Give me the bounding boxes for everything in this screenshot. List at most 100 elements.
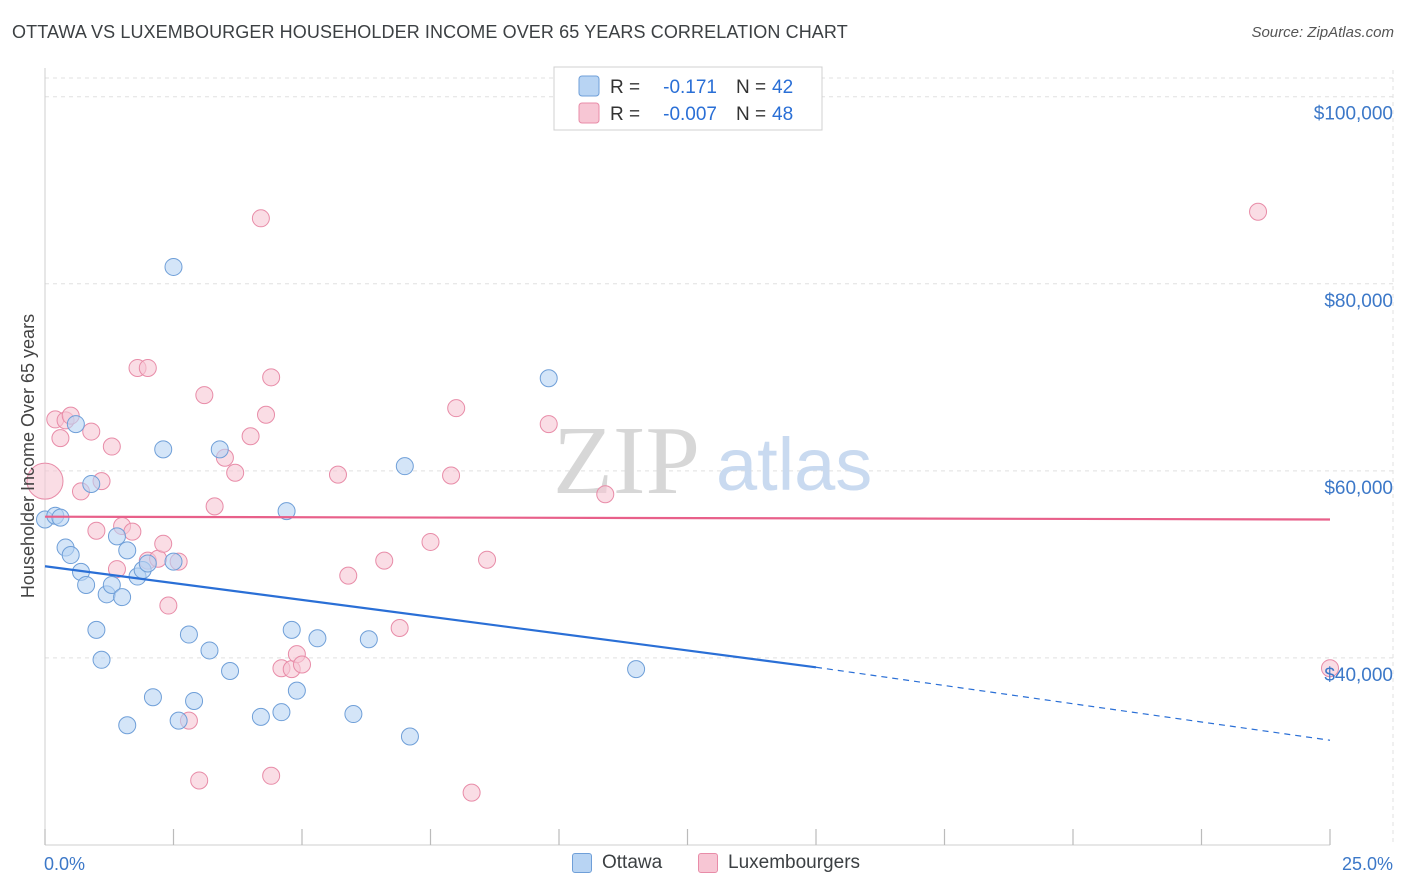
luxembourgers-point (262, 368, 281, 387)
ottawa-point (282, 620, 301, 639)
y-tick-label: $80,000 (1324, 291, 1393, 312)
ottawa-point (200, 641, 219, 660)
luxembourgers-point (205, 497, 224, 516)
luxembourgers-trend-line (44, 515, 1331, 521)
luxembourgers-point (251, 209, 270, 228)
ottawa-point (395, 457, 414, 476)
legend-r-label: R = (610, 77, 640, 98)
ottawa-trend-extension (815, 666, 1331, 741)
ottawa-point (169, 711, 188, 730)
ottawa-point (102, 575, 121, 594)
luxembourgers-point (596, 485, 615, 504)
ottawa-point (277, 502, 296, 521)
luxembourgers-point (1249, 202, 1268, 221)
ottawa-point (251, 707, 270, 726)
luxembourgers-point (462, 783, 481, 802)
ottawa-point (359, 630, 378, 649)
legend-n-label: N = (736, 77, 766, 98)
y-tick-label: $40,000 (1324, 665, 1393, 686)
ottawa-point (308, 629, 327, 648)
luxembourgers-point (447, 399, 466, 418)
legend-n-value: 48 (772, 104, 793, 125)
ottawa-point (77, 575, 96, 594)
ottawa-point (87, 620, 106, 639)
trend-lines (44, 515, 1331, 741)
luxembourgers-point (390, 618, 409, 637)
luxembourgers-point (107, 560, 126, 579)
axes (44, 68, 1331, 846)
luxembourgers-point (262, 766, 281, 785)
ottawa-point (210, 440, 229, 459)
y-tick-label: $60,000 (1324, 478, 1393, 499)
ottawa-point (287, 681, 306, 700)
ottawa-point (185, 691, 204, 710)
source-label: Source: ZipAtlas.com (1251, 24, 1394, 41)
ottawa-point (92, 650, 111, 669)
ottawa-point (66, 415, 85, 434)
bottom-legend: Ottawa Luxembourgers (0, 852, 1406, 878)
ottawa-point (154, 440, 173, 459)
x-tick-labels: 0.0% 25.0% (44, 854, 1393, 874)
ottawa-point (138, 554, 157, 573)
luxembourgers-point (154, 534, 173, 553)
legend-item-luxembourgers[interactable]: Luxembourgers (698, 852, 860, 874)
stats-legend: R = -0.171 N = 42 R = -0.007 N = 48 (553, 66, 823, 131)
legend-label-luxembourgers: Luxembourgers (728, 852, 861, 873)
y-tick-labels: $40,000 $60,000 $80,000 $100,000 (1314, 104, 1393, 686)
legend-n-label: N = (736, 104, 766, 125)
legend-r-value: -0.171 (663, 77, 717, 98)
luxembourgers-point (82, 422, 101, 441)
luxembourgers-point (102, 437, 121, 456)
ottawa-trend-line (44, 565, 817, 669)
luxembourgers-point (241, 427, 260, 446)
luxembourgers-point (442, 466, 461, 485)
luxembourgers-point (339, 566, 358, 585)
luxembourgers-point (190, 771, 209, 790)
luxembourgers-point (328, 465, 347, 484)
luxembourgers-point (138, 358, 157, 377)
ottawa-point (400, 727, 419, 746)
ottawa-swatch (572, 853, 592, 873)
luxembourgers-point (375, 551, 394, 570)
legend-label-ottawa: Ottawa (602, 852, 663, 873)
ottawa-point (179, 625, 198, 644)
luxembourgers-point (159, 596, 178, 615)
ottawa-point (113, 588, 132, 607)
ottawa-point (82, 474, 101, 493)
legend-r-value: -0.007 (663, 104, 717, 125)
ottawa-point (107, 527, 126, 546)
y-axis-label: Householder Income Over 65 years (18, 314, 38, 598)
luxembourgers-point (226, 463, 245, 482)
ottawa-point (61, 546, 80, 565)
chart-title: OTTAWA VS LUXEMBOURGER HOUSEHOLDER INCOM… (12, 22, 848, 42)
ottawa-point (164, 257, 183, 276)
ottawa-point (164, 552, 183, 571)
luxembourgers-point (51, 429, 70, 448)
luxembourgers-point (195, 386, 214, 405)
ottawa-point (143, 688, 162, 707)
ottawa-point (221, 662, 240, 681)
x-tick-label: 0.0% (44, 854, 85, 874)
luxembourgers-point (26, 462, 64, 500)
ottawa-point (627, 660, 646, 679)
luxembourgers-point (539, 415, 558, 434)
luxembourgers-point (293, 655, 311, 674)
luxembourgers-point (123, 522, 142, 541)
x-tick-label: 25.0% (1342, 854, 1393, 874)
y-tick-label: $100,000 (1314, 104, 1393, 125)
luxembourgers-swatch (698, 853, 718, 873)
ottawa-point (272, 703, 291, 722)
luxembourgers-point (87, 521, 106, 540)
ottawa-point (539, 369, 558, 388)
legend-swatch-luxembourgers (578, 102, 600, 124)
luxembourgers-point (257, 405, 276, 424)
ottawa-point (344, 705, 363, 724)
ottawa-point (118, 541, 137, 560)
watermark-atlas: atlas (716, 423, 872, 506)
luxembourgers-point (1321, 659, 1339, 678)
ottawa-point (118, 716, 137, 735)
legend-item-ottawa[interactable]: Ottawa (572, 852, 662, 874)
luxembourgers-point (478, 550, 497, 569)
luxembourgers-point (421, 532, 440, 551)
legend-r-label: R = (610, 104, 640, 125)
